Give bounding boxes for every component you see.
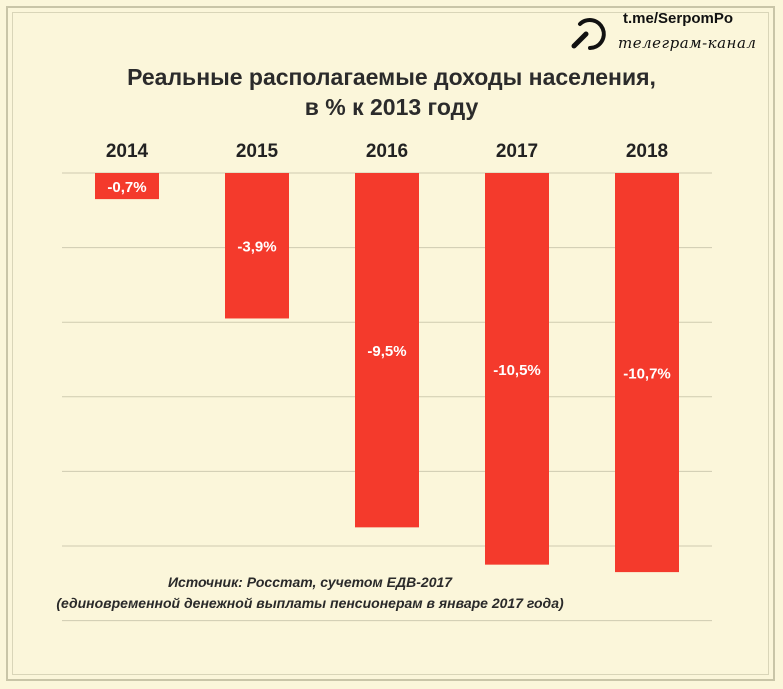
bar-2016 bbox=[355, 173, 419, 528]
source-note: Источник: Росстат, сучетом ЕДВ-2017 (еди… bbox=[0, 572, 620, 614]
chart-title-line-1: Реальные располагаемые доходы населения, bbox=[127, 64, 656, 90]
data-label-2015: -3,9% bbox=[237, 239, 276, 256]
data-label-2016: -9,5% bbox=[367, 343, 406, 360]
bar-2018 bbox=[615, 173, 679, 573]
data-label-2017: -10,5% bbox=[493, 362, 541, 379]
bar-2015 bbox=[225, 173, 289, 319]
source-line-2: (единовременной денежной выплаты пенсион… bbox=[56, 595, 564, 611]
channel-link[interactable]: t.me/SerpomPo bbox=[623, 10, 734, 27]
x-tick-label-2016: 2016 bbox=[366, 141, 408, 162]
x-tick-label-2017: 2017 bbox=[496, 141, 538, 162]
channel-subtitle: телеграм-канал bbox=[618, 34, 757, 52]
x-tick-label-2018: 2018 bbox=[626, 141, 668, 162]
chart-title-line-2: в % к 2013 году bbox=[304, 94, 479, 120]
x-tick-label-2014: 2014 bbox=[106, 141, 149, 162]
bar-2017 bbox=[485, 173, 549, 565]
source-line-1: Источник: Росстат, сучетом ЕДВ-2017 bbox=[167, 574, 453, 590]
channel-badge[interactable]: t.me/SerpomPo телеграм-канал bbox=[566, 8, 776, 60]
outer-frame bbox=[6, 6, 775, 681]
bar-2014 bbox=[95, 173, 159, 200]
data-label-2014: -0,7% bbox=[107, 179, 146, 196]
inner-frame bbox=[12, 12, 769, 675]
data-label-2018: -10,7% bbox=[623, 366, 671, 383]
x-tick-label-2015: 2015 bbox=[236, 141, 279, 162]
sickle-logo-icon bbox=[571, 18, 606, 50]
chart-title: Реальные располагаемые доходы населения,… bbox=[0, 62, 783, 122]
